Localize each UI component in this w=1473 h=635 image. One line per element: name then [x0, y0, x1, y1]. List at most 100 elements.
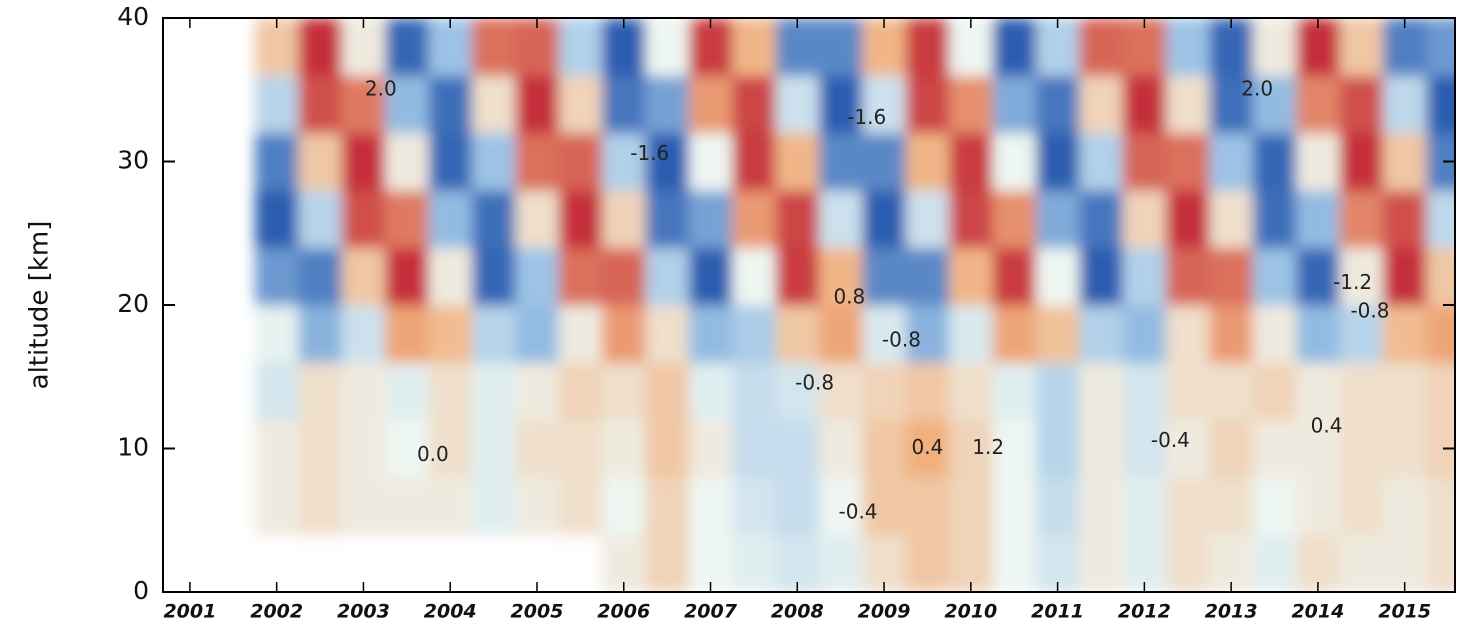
heatmap-cell: [255, 477, 299, 535]
heatmap-cell: [255, 305, 299, 363]
heatmap-cell: [602, 420, 646, 478]
heatmap-cell: [1079, 133, 1123, 191]
heatmap-cell: [906, 18, 950, 76]
x-tick-label: 2001: [163, 601, 216, 623]
heatmap-cell: [1296, 133, 1340, 191]
heatmap-cell: [993, 305, 1037, 363]
heatmap-cell: [993, 18, 1037, 76]
heatmap-cell: [342, 362, 386, 420]
heatmap-cell: [1426, 18, 1470, 76]
heatmap-cell: [298, 248, 342, 306]
heatmap-cell: [1253, 18, 1297, 76]
heatmap-cell: [906, 362, 950, 420]
heatmap-cell: [559, 190, 603, 248]
y-axis-title: altitude [km]: [25, 221, 55, 390]
y-tick-label: 20: [117, 289, 149, 318]
heatmap-cell: [949, 248, 993, 306]
heatmap-cell: [298, 75, 342, 133]
heatmap-cell: [1123, 477, 1167, 535]
heatmap-cell: [1340, 133, 1384, 191]
heatmap-cell: [1253, 305, 1297, 363]
heatmap-cell: [515, 362, 559, 420]
contour-label: 2.0: [1241, 76, 1273, 100]
heatmap-cell: [1383, 362, 1427, 420]
heatmap-cell: [732, 248, 776, 306]
heatmap-cell: [472, 420, 516, 478]
heatmap-cell: [1166, 535, 1210, 593]
heatmap-cell: [515, 75, 559, 133]
heatmap-cell: [1426, 535, 1470, 593]
heatmap-cell: [429, 190, 473, 248]
heatmap-cell: [1079, 420, 1123, 478]
heatmap-cell: [559, 133, 603, 191]
heatmap-cell: [298, 18, 342, 76]
heatmap-cell: [559, 305, 603, 363]
heatmap-cell: [949, 305, 993, 363]
heatmap-cell: [1166, 133, 1210, 191]
heatmap-cell: [1426, 477, 1470, 535]
heatmap-cell: [732, 420, 776, 478]
heatmap-cell: [1036, 305, 1080, 363]
heatmap-cell: [515, 190, 559, 248]
heatmap-cell: [645, 18, 689, 76]
contour-label: -0.8: [882, 327, 921, 351]
heatmap-cell: [1426, 362, 1470, 420]
heatmap-cell: [1340, 75, 1384, 133]
heatmap-cell: [1123, 190, 1167, 248]
y-tick-label: 30: [117, 146, 149, 175]
heatmap-cell: [342, 420, 386, 478]
heatmap-cell: [862, 133, 906, 191]
heatmap-cell: [732, 190, 776, 248]
heatmap-cell: [689, 477, 733, 535]
heatmap-cell: [472, 75, 516, 133]
heatmap-cell: [1253, 477, 1297, 535]
heatmap-cell: [255, 420, 299, 478]
heatmap-cell: [689, 133, 733, 191]
heatmap-cell: [1166, 18, 1210, 76]
heatmap-cell: [689, 305, 733, 363]
contour-label: 0.8: [833, 284, 865, 308]
heatmap-cell: [949, 477, 993, 535]
heatmap-cell: [1123, 305, 1167, 363]
heatmap-cell: [776, 248, 820, 306]
contour-label: 1.2: [972, 435, 1004, 459]
heatmap-cell: [602, 75, 646, 133]
heatmap-cell: [1426, 248, 1470, 306]
heatmap-cell: [949, 362, 993, 420]
heatmap-cell: [1383, 420, 1427, 478]
heatmap-cell: [732, 305, 776, 363]
heatmap-cell: [602, 248, 646, 306]
heatmap-cell: [602, 305, 646, 363]
heatmap-cell: [862, 248, 906, 306]
y-tick-label: 40: [117, 2, 149, 31]
heatmap-cell: [1036, 248, 1080, 306]
contour-label: 0.4: [1311, 413, 1343, 437]
heatmap-cell: [645, 477, 689, 535]
x-tick-label: 2006: [597, 601, 650, 623]
heatmap-cell: [1340, 420, 1384, 478]
heatmap-cell: [776, 190, 820, 248]
heatmap-cell: [342, 477, 386, 535]
heatmap-cell: [1166, 305, 1210, 363]
heatmap-cell: [732, 477, 776, 535]
heatmap-cell: [776, 133, 820, 191]
heatmap-cell: [1209, 362, 1253, 420]
heatmap-cell: [906, 248, 950, 306]
heatmap-cell: [689, 362, 733, 420]
page: -1.6-1.6-1.2-0.80.8-0.8-0.81.20.40.0-0.4…: [0, 0, 1473, 635]
heatmap-cell: [1383, 190, 1427, 248]
heatmap-cell: [429, 362, 473, 420]
y-tick-label: 0: [133, 576, 149, 605]
heatmap-cell: [385, 477, 429, 535]
heatmap-cell: [1079, 305, 1123, 363]
heatmap-cell: [1253, 420, 1297, 478]
heatmap-cell: [1209, 420, 1253, 478]
contour-label: -0.8: [1350, 299, 1389, 323]
contour-label: -0.4: [1151, 428, 1190, 452]
x-tick-label: 2008: [771, 601, 824, 623]
heatmap-cell: [515, 133, 559, 191]
heatmap-cell: [1340, 477, 1384, 535]
heatmap-cell: [1123, 248, 1167, 306]
contour-label: -1.6: [630, 141, 669, 165]
heatmap-cell: [862, 420, 906, 478]
